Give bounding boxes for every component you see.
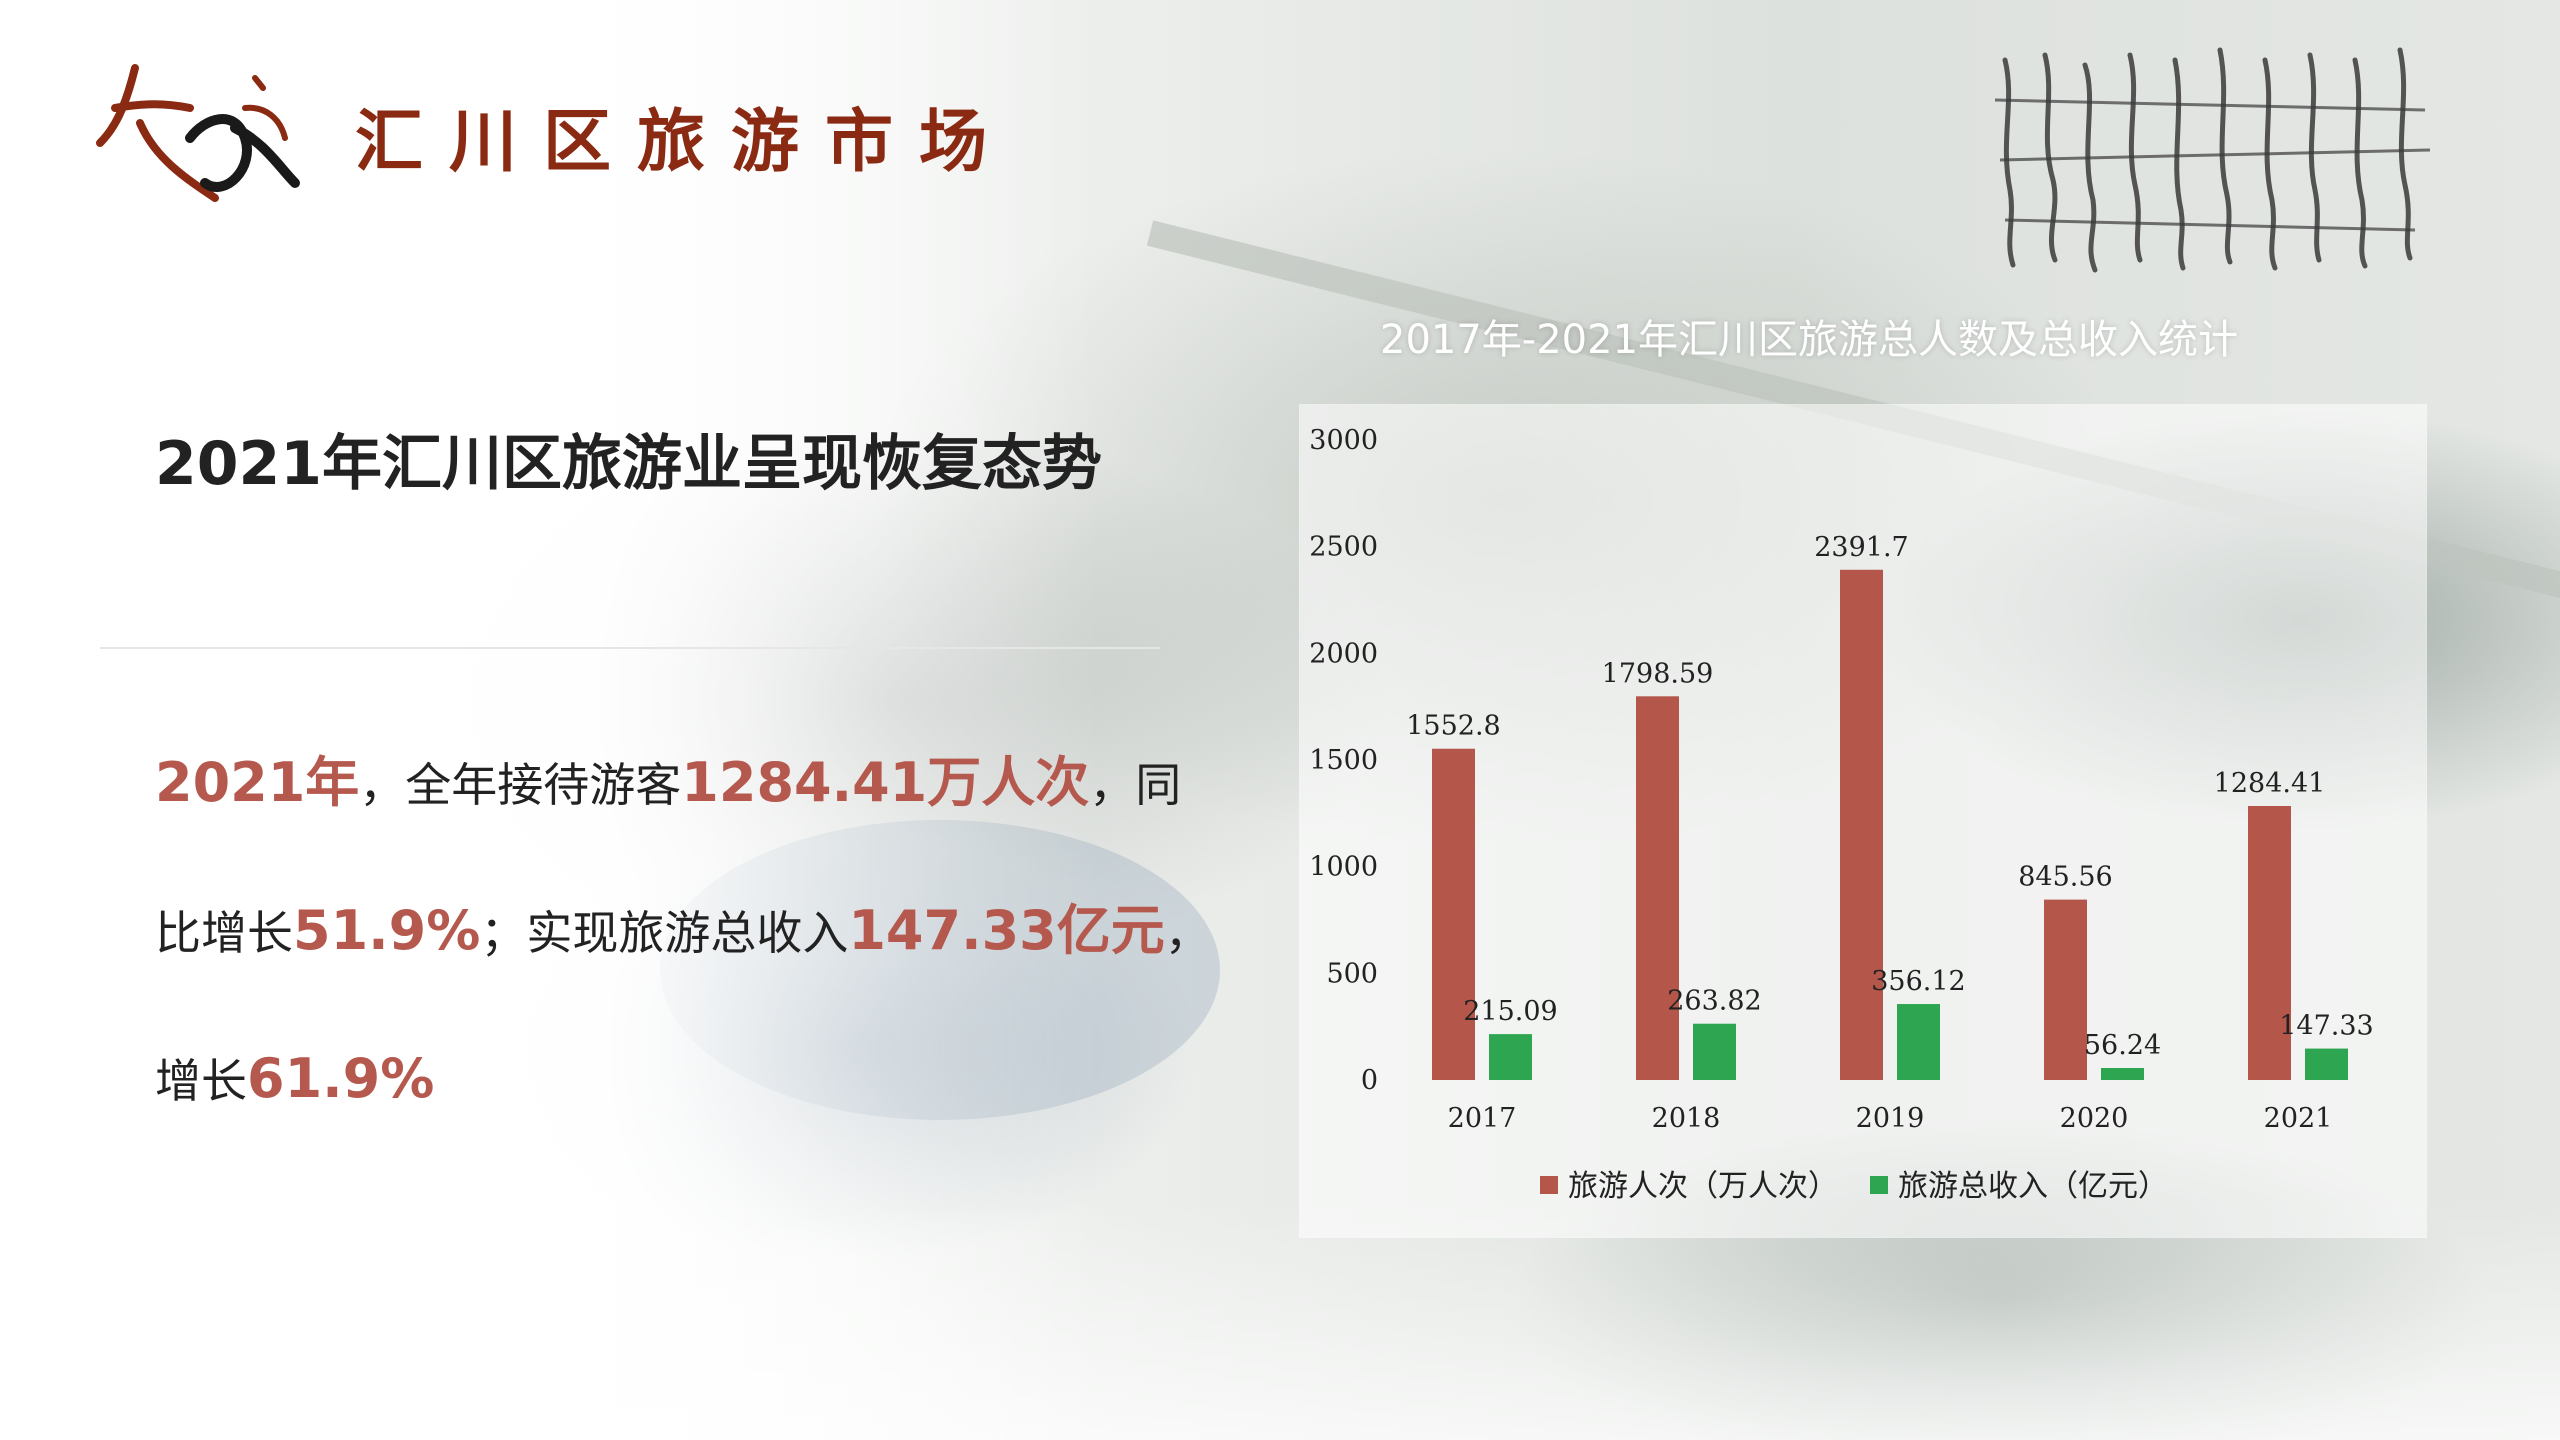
x-tick-label: 2017 [1448,1103,1517,1134]
data-label-revenue: 356.12 [1871,966,1965,997]
legend-swatch-visitors [1540,1176,1558,1194]
y-tick-label: 2000 [1309,638,1378,669]
legend: 旅游人次（万人次） 旅游总收入（亿元） [1540,1169,2168,1204]
y-tick-label: 1000 [1309,852,1378,883]
bar-visitors [1840,569,1883,1080]
data-label-revenue: 147.33 [2279,1011,2373,1042]
x-tick-label: 2021 [2264,1103,2333,1134]
bar-revenue [2101,1068,2144,1080]
y-tick-label: 0 [1361,1065,1378,1096]
x-tick-label: 2019 [1856,1103,1925,1134]
chart-title: 2017年-2021年汇川区旅游总人数及总收入统计 [1380,317,2239,363]
summary-revenue-growth: 61.9% [247,1047,435,1110]
summary-text-1: ，全年接待游客 [359,758,682,812]
x-tick-label: 2018 [1652,1103,1721,1134]
data-label-visitors: 1798.59 [1602,658,1714,689]
summary-year: 2021年 [155,751,360,814]
x-tick-label: 2020 [2060,1103,2129,1134]
data-label-visitors: 2391.7 [1814,532,1908,563]
summary-revenue: 147.33亿元 [848,899,1165,962]
y-tick-label: 500 [1326,958,1378,989]
calligraphy-poem [1994,47,2431,273]
y-tick-label: 2500 [1309,532,1378,563]
data-label-revenue: 215.09 [1463,996,1557,1027]
bar-visitors [1432,748,1475,1080]
chart-panel: 0 500 1000 1500 2000 2500 3000 1552.8 215.09 179… [1300,405,2426,1237]
bar-visitors [2044,899,2087,1080]
y-tick-label: 3000 [1309,425,1378,456]
data-label-revenue: 56.24 [2084,1030,2161,1061]
summary-text-2: ，同比增长 [155,758,1182,960]
legend-label-revenue: 旅游总收入（亿元） [1898,1169,2168,1204]
summary-visitors: 1284.41万人次 [681,751,1090,814]
bar-chart: 0 500 1000 1500 2000 2500 3000 1552.8 215.09 179… [1309,425,2374,1204]
background-fog-bottom [0,1200,2560,1440]
summary-text-4: ，增长 [155,906,1211,1108]
summary-text-3: ；实现旅游总收入 [480,906,849,960]
y-axis-ticks: 0 500 1000 1500 2000 2500 3000 [1309,425,1378,1096]
bar-revenue [2305,1048,2348,1080]
calligraphy-logo [96,64,300,202]
divider [100,647,1160,649]
page-title: 汇川区旅游市场 [355,102,1014,182]
bar-revenue [1489,1034,1532,1080]
data-label-visitors: 1552.8 [1406,711,1500,742]
y-tick-label: 1500 [1309,745,1378,776]
bar-visitors [1636,696,1679,1080]
bar-visitors [2248,805,2291,1080]
summary-paragraph: 2021年，全年接待游客1284.41万人次，同比增长51.9%；实现旅游总收入… [155,710,1225,1154]
legend-label-visitors: 旅游人次（万人次） [1568,1169,1838,1204]
x-axis-ticks: 2017 2018 2019 2020 2021 [1448,1103,2333,1134]
bars: 1552.8 215.09 1798.59 263.82 2391.7 356.12 845… [1406,532,2374,1080]
summary-visitor-growth: 51.9% [293,899,481,962]
data-label-revenue: 263.82 [1667,986,1761,1017]
headline: 2021年汇川区旅游业呈现恢复态势 [155,429,1102,499]
bar-revenue [1897,1004,1940,1080]
bar-revenue [1693,1023,1736,1080]
data-label-visitors: 1284.41 [2214,768,2326,799]
legend-swatch-revenue [1870,1176,1888,1194]
data-label-visitors: 845.56 [2018,862,2112,893]
